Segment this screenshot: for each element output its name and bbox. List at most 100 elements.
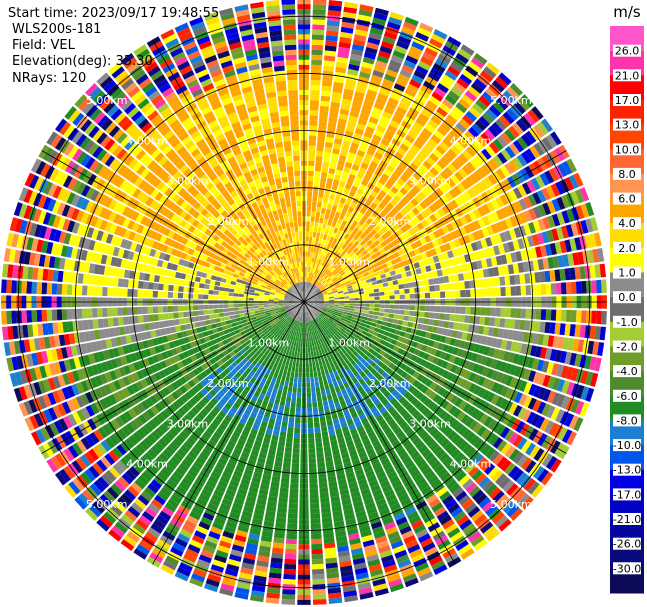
velocity-gate bbox=[530, 284, 537, 296]
velocity-gate bbox=[354, 306, 360, 309]
velocity-gate bbox=[331, 269, 337, 275]
velocity-gate bbox=[430, 348, 438, 356]
velocity-gate bbox=[313, 274, 317, 280]
velocity-gate bbox=[523, 395, 533, 408]
velocity-gate bbox=[423, 104, 435, 115]
velocity-gate bbox=[305, 236, 309, 242]
velocity-gate bbox=[520, 308, 527, 319]
velocity-gate bbox=[384, 256, 391, 263]
velocity-gate bbox=[383, 206, 391, 214]
velocity-gate bbox=[350, 105, 361, 113]
velocity-gate bbox=[561, 210, 570, 224]
velocity-gate bbox=[339, 319, 345, 324]
velocity-gate bbox=[288, 381, 294, 388]
velocity-gate bbox=[418, 317, 425, 324]
velocity-gate bbox=[496, 152, 508, 164]
velocity-gate bbox=[556, 196, 566, 210]
velocity-gate bbox=[514, 200, 523, 213]
velocity-gate bbox=[307, 282, 310, 288]
velocity-gate bbox=[309, 130, 317, 136]
velocity-gate bbox=[546, 361, 555, 375]
velocity-gate bbox=[314, 300, 320, 302]
velocity-gate bbox=[384, 291, 390, 296]
velocity-gate bbox=[449, 282, 455, 290]
velocity-gate bbox=[459, 73, 473, 85]
velocity-gate bbox=[304, 327, 307, 333]
velocity-gate bbox=[305, 362, 309, 368]
velocity-gate bbox=[505, 217, 514, 229]
velocity-gate bbox=[293, 382, 298, 388]
velocity-gate bbox=[509, 377, 518, 389]
velocity-gate bbox=[411, 256, 419, 263]
velocity-gate bbox=[292, 448, 300, 454]
velocity-gate bbox=[370, 202, 378, 210]
velocity-gate bbox=[480, 132, 492, 144]
velocity-gate bbox=[362, 157, 371, 165]
velocity-gate bbox=[307, 277, 310, 283]
velocity-gate bbox=[336, 274, 342, 279]
velocity-gate bbox=[471, 123, 483, 135]
velocity-gate bbox=[342, 289, 349, 293]
velocity-gate bbox=[393, 284, 400, 290]
velocity-gate bbox=[551, 213, 561, 227]
velocity-gate bbox=[310, 95, 320, 101]
velocity-gate bbox=[311, 54, 323, 61]
velocity-gate bbox=[338, 261, 345, 268]
velocity-gate bbox=[356, 243, 363, 250]
velocity-gate bbox=[326, 203, 333, 210]
velocity-gate bbox=[321, 202, 328, 209]
velocity-gate bbox=[497, 349, 506, 360]
velocity-gate bbox=[318, 406, 324, 413]
velocity-gate bbox=[449, 314, 455, 322]
velocity-gate bbox=[366, 278, 372, 284]
velocity-gate bbox=[389, 270, 396, 276]
velocity-gate bbox=[344, 278, 350, 283]
velocity-gate bbox=[328, 199, 334, 205]
velocity-gate bbox=[308, 295, 313, 300]
velocity-gate bbox=[276, 512, 287, 519]
velocity-gate bbox=[415, 268, 422, 275]
velocity-gate bbox=[345, 211, 352, 218]
velocity-gate bbox=[405, 270, 412, 277]
velocity-gate bbox=[315, 211, 321, 218]
velocity-gate bbox=[336, 128, 345, 135]
velocity-gate bbox=[366, 256, 373, 263]
velocity-gate bbox=[401, 64, 414, 74]
velocity-gate bbox=[327, 309, 333, 312]
velocity-gate bbox=[397, 336, 404, 343]
velocity-gate bbox=[316, 365, 321, 372]
velocity-gate bbox=[311, 553, 324, 560]
velocity-gate bbox=[319, 265, 324, 271]
velocity-gate bbox=[468, 342, 476, 352]
velocity-gate bbox=[412, 371, 420, 379]
velocity-gate bbox=[413, 140, 424, 150]
velocity-gate bbox=[314, 422, 320, 428]
velocity-gate bbox=[565, 309, 572, 322]
velocity-gate bbox=[281, 374, 286, 381]
velocity-gate bbox=[275, 517, 287, 524]
velocity-gate bbox=[300, 342, 303, 348]
velocity-gate bbox=[389, 295, 395, 300]
velocity-gate bbox=[325, 136, 334, 143]
velocity-gate bbox=[341, 315, 347, 320]
velocity-gate bbox=[535, 346, 543, 358]
velocity-gate bbox=[325, 263, 330, 269]
velocity-gate bbox=[319, 380, 324, 387]
velocity-gate bbox=[539, 245, 548, 257]
velocity-gate bbox=[397, 35, 412, 45]
velocity-gate bbox=[304, 297, 305, 302]
velocity-gate bbox=[304, 266, 307, 272]
velocity-gate bbox=[318, 238, 323, 244]
velocity-gate bbox=[301, 332, 304, 338]
velocity-gate bbox=[416, 213, 425, 222]
velocity-gate bbox=[312, 573, 325, 580]
velocity-gate bbox=[380, 240, 387, 248]
velocity-gate bbox=[555, 409, 565, 423]
velocity-gate bbox=[467, 361, 476, 371]
velocity-gate bbox=[492, 101, 505, 114]
velocity-gate bbox=[344, 130, 354, 138]
velocity-gate bbox=[367, 37, 381, 46]
velocity-gate bbox=[308, 298, 314, 301]
velocity-gate bbox=[414, 293, 421, 299]
velocity-gate bbox=[537, 121, 549, 136]
